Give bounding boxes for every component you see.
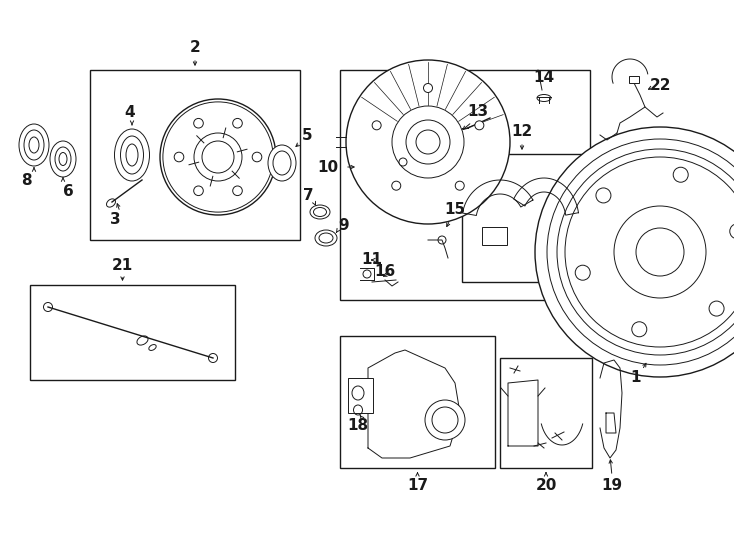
Ellipse shape — [19, 124, 49, 166]
Circle shape — [596, 188, 611, 203]
Text: 10: 10 — [317, 159, 338, 174]
Bar — [340, 336, 495, 468]
Circle shape — [632, 322, 647, 337]
Ellipse shape — [137, 336, 148, 345]
Text: 17: 17 — [407, 478, 428, 494]
Circle shape — [363, 270, 371, 278]
Text: 6: 6 — [62, 184, 73, 199]
Circle shape — [233, 186, 242, 195]
Ellipse shape — [149, 345, 156, 350]
Circle shape — [399, 158, 407, 166]
Ellipse shape — [310, 205, 330, 219]
Circle shape — [194, 186, 203, 195]
Text: 1: 1 — [631, 370, 642, 386]
Text: 18: 18 — [347, 418, 368, 434]
Circle shape — [575, 265, 590, 280]
Text: 12: 12 — [512, 125, 533, 139]
Bar — [462, 154, 582, 282]
Circle shape — [43, 302, 53, 312]
Circle shape — [406, 120, 450, 164]
Circle shape — [535, 127, 734, 377]
Bar — [500, 358, 592, 468]
Circle shape — [424, 84, 432, 92]
Text: 22: 22 — [650, 78, 671, 92]
Text: 11: 11 — [362, 253, 382, 267]
Circle shape — [709, 301, 724, 316]
Circle shape — [233, 118, 242, 128]
Text: 19: 19 — [601, 478, 622, 494]
Circle shape — [425, 400, 465, 440]
Text: 13: 13 — [468, 105, 489, 119]
Circle shape — [194, 133, 242, 181]
Ellipse shape — [315, 230, 337, 246]
Circle shape — [208, 354, 217, 362]
Text: 14: 14 — [534, 71, 555, 85]
Text: 2: 2 — [189, 40, 200, 56]
Text: 15: 15 — [445, 202, 465, 218]
Circle shape — [346, 60, 510, 224]
Text: 9: 9 — [338, 219, 349, 233]
Circle shape — [392, 106, 464, 178]
Bar — [90, 70, 300, 240]
Circle shape — [194, 118, 203, 128]
Circle shape — [730, 224, 734, 239]
Circle shape — [174, 152, 184, 162]
Bar — [340, 70, 590, 300]
Text: 20: 20 — [535, 478, 556, 494]
Circle shape — [614, 206, 706, 298]
Circle shape — [392, 181, 401, 190]
Text: 7: 7 — [302, 188, 313, 204]
Bar — [30, 285, 235, 380]
Ellipse shape — [50, 141, 76, 177]
Circle shape — [372, 121, 381, 130]
Text: 4: 4 — [125, 105, 135, 120]
Ellipse shape — [268, 145, 296, 181]
Text: 5: 5 — [302, 127, 312, 143]
Bar — [629, 76, 639, 83]
Circle shape — [673, 167, 688, 182]
Ellipse shape — [537, 94, 551, 102]
Text: 3: 3 — [109, 213, 120, 227]
Bar — [348, 378, 373, 413]
Text: 16: 16 — [374, 265, 396, 280]
Circle shape — [475, 121, 484, 130]
Circle shape — [636, 228, 684, 276]
Ellipse shape — [115, 129, 150, 181]
Text: 21: 21 — [112, 258, 133, 273]
Text: 8: 8 — [21, 173, 32, 188]
Circle shape — [438, 236, 446, 244]
Circle shape — [455, 181, 464, 190]
Ellipse shape — [106, 199, 115, 207]
Bar — [482, 227, 507, 245]
Circle shape — [160, 99, 276, 215]
Circle shape — [252, 152, 262, 162]
